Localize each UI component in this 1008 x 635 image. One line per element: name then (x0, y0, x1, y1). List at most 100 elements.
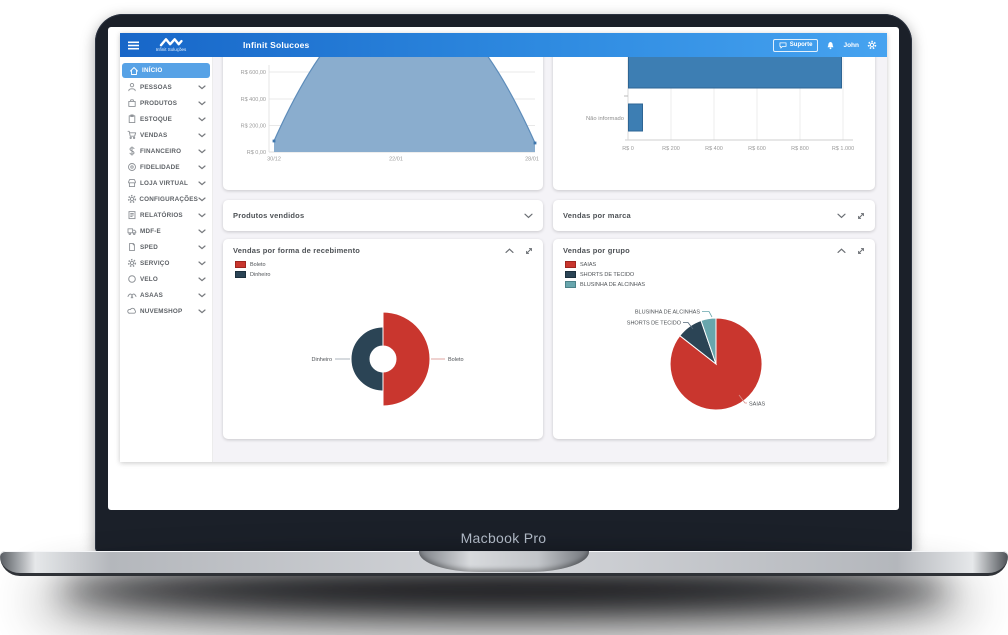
pie-chart[interactable]: BLUSINHA DE ALCINHAS SHORTS DE TECIDO SA… (553, 239, 875, 439)
svg-text:R$ 600: R$ 600 (748, 146, 766, 152)
svg-text:R$ 800: R$ 800 (791, 146, 809, 152)
chevron-down-icon (198, 100, 206, 106)
sidebar-item-pessoas[interactable]: PESSOAS (120, 79, 212, 95)
svg-text:30/12: 30/12 (267, 157, 281, 163)
chevron-down-icon (198, 244, 206, 250)
sidebar-item-label: PRODUTOS (140, 99, 178, 107)
sidebar-item-label: VENDAS (140, 131, 168, 139)
sidebar-item-label: VELO (140, 275, 158, 283)
sidebar-item-produtos[interactable]: PRODUTOS (120, 95, 212, 111)
brand-logo: Infinit Soluções (139, 37, 203, 53)
sidebar-item-financeiro[interactable]: FINANCEIRO (120, 143, 212, 159)
svg-text:22/01: 22/01 (389, 157, 403, 163)
sidebar-item-vendas[interactable]: VENDAS (120, 127, 212, 143)
sidebar-item-asaas[interactable]: ASAAS (120, 287, 212, 303)
horizontal-bar-chart: Não informado R$ 0 R$ 200 R$ 400 R$ 600 … (586, 57, 854, 152)
sidebar-item-inicio[interactable]: INÍCIO (122, 63, 210, 78)
infinit-logo-icon (159, 38, 183, 47)
sidebar-item-servico[interactable]: SERVIÇO (120, 255, 212, 271)
sidebar-item-estoque[interactable]: ESTOQUE (120, 111, 212, 127)
sidebar-item-fidelidade[interactable]: FIDELIDADE (120, 159, 212, 175)
panel-produtos-vendidos: Produtos vendidos (223, 200, 543, 231)
app-top-bar: Infinit Soluções Infinit Solucoes Suport… (120, 33, 887, 57)
chevron-down-icon (198, 164, 206, 170)
app-window: Infinit Soluções Infinit Solucoes Suport… (120, 33, 887, 462)
chevron-down-icon (198, 260, 206, 266)
legend-swatch (565, 281, 576, 288)
laptop-screen-bezel: Infinit Soluções Infinit Solucoes Suport… (95, 14, 912, 555)
svg-text:R$ 1.000: R$ 1.000 (832, 146, 854, 152)
svg-text:R$ 200,00: R$ 200,00 (241, 124, 266, 130)
svg-text:Não informado: Não informado (586, 116, 624, 122)
legend-item-boleto[interactable]: Boleto (235, 261, 270, 268)
chevron-up-icon[interactable] (837, 247, 846, 254)
expand-icon[interactable] (525, 247, 533, 255)
svg-text:BLUSINHA DE ALCINHAS: BLUSINHA DE ALCINHAS (635, 310, 700, 316)
legend-item-dinheiro[interactable]: Dinheiro (235, 271, 270, 278)
donut-chart[interactable]: Boleto Dinheiro (223, 239, 543, 439)
legend-item-shorts[interactable]: SHORTS DE TECIDO (565, 271, 645, 278)
chevron-down-icon (198, 228, 206, 234)
chat-icon (779, 41, 787, 49)
legend-item-blusinha[interactable]: BLUSINHA DE ALCINHAS (565, 281, 645, 288)
chevron-down-icon[interactable] (837, 213, 846, 219)
cloud-icon (127, 306, 140, 316)
legend-label: Boleto (250, 261, 266, 268)
gear-icon (127, 194, 139, 204)
svg-text:R$ 200: R$ 200 (662, 146, 680, 152)
expand-icon[interactable] (857, 212, 865, 220)
sidebar-item-sped[interactable]: SPED (120, 239, 212, 255)
chevron-down-icon[interactable] (524, 213, 533, 219)
device-label: Macbook Pro (460, 530, 547, 546)
sidebar-item-nuvemshop[interactable]: NUVEMSHOP (120, 303, 212, 319)
app-body: INÍCIO PESSOAS PRODUTOS (120, 57, 887, 462)
report-icon (127, 210, 140, 220)
sidebar-item-loja-virtual[interactable]: LOJA VIRTUAL (120, 175, 212, 191)
chevron-up-icon[interactable] (505, 247, 514, 254)
chevron-down-icon (198, 116, 206, 122)
panel-title: Vendas por forma de recebimento (233, 246, 361, 255)
sidebar: INÍCIO PESSOAS PRODUTOS (120, 57, 213, 462)
sidebar-item-mdf-e[interactable]: MDF-E (120, 223, 212, 239)
svg-text:R$ 0,00: R$ 0,00 (247, 150, 266, 156)
svg-text:R$ 600,00: R$ 600,00 (241, 70, 266, 76)
svg-text:SHORTS DE TECIDO: SHORTS DE TECIDO (627, 321, 682, 327)
support-button[interactable]: Suporte (772, 38, 819, 52)
brand-name: Infinit Soluções (155, 47, 187, 53)
sidebar-item-velo[interactable]: VELO (120, 271, 212, 287)
sidebar-item-label: NUVEMSHOP (140, 307, 183, 315)
legend-swatch (565, 271, 576, 278)
panel-vendas-recebimento: Vendas por forma de recebimento (223, 239, 543, 439)
sidebar-item-label: ESTOQUE (140, 115, 173, 123)
gear-icon[interactable] (867, 40, 877, 50)
medal-icon (127, 162, 140, 172)
sidebar-item-label: SERVIÇO (140, 259, 170, 267)
laptop-screen: Infinit Soluções Infinit Solucoes Suport… (108, 27, 899, 510)
legend-label: SAIAS (580, 261, 597, 268)
svg-text:28/01: 28/01 (525, 157, 539, 163)
store-icon (127, 178, 140, 188)
menu-icon[interactable] (128, 41, 139, 50)
home-icon (129, 66, 142, 76)
panel-sales-bar-chart: Não informado R$ 0 R$ 200 R$ 400 R$ 600 … (553, 57, 875, 190)
user-menu[interactable]: John (843, 41, 859, 49)
truck-icon (127, 226, 140, 236)
legend-label: SHORTS DE TECIDO (580, 271, 635, 278)
document-icon (127, 242, 140, 252)
bell-icon[interactable] (826, 41, 835, 50)
sidebar-item-label: SPED (140, 243, 158, 251)
donut-legend: Boleto Dinheiro (235, 261, 270, 278)
donut-slice-boleto (382, 311, 431, 407)
sidebar-item-label: MDF-E (140, 227, 161, 235)
expand-icon[interactable] (857, 247, 865, 255)
chevron-down-icon (198, 148, 206, 154)
gear-icon (127, 258, 140, 268)
sidebar-item-label: ASAAS (140, 291, 164, 299)
panel-title: Vendas por grupo (563, 246, 630, 255)
pie-slice-blusinha (700, 317, 717, 365)
sidebar-item-label: FINANCEIRO (140, 147, 182, 155)
sidebar-item-relatorios[interactable]: RELATÓRIOS (120, 207, 212, 223)
sidebar-item-configuracoes[interactable]: CONFIGURAÇÕES (120, 191, 212, 207)
dollar-icon (127, 146, 140, 156)
legend-item-saias[interactable]: SAIAS (565, 261, 645, 268)
